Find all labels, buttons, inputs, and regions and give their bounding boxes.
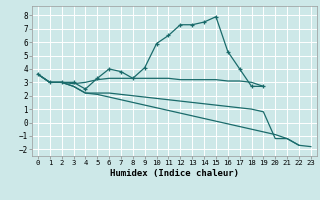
X-axis label: Humidex (Indice chaleur): Humidex (Indice chaleur) xyxy=(110,169,239,178)
